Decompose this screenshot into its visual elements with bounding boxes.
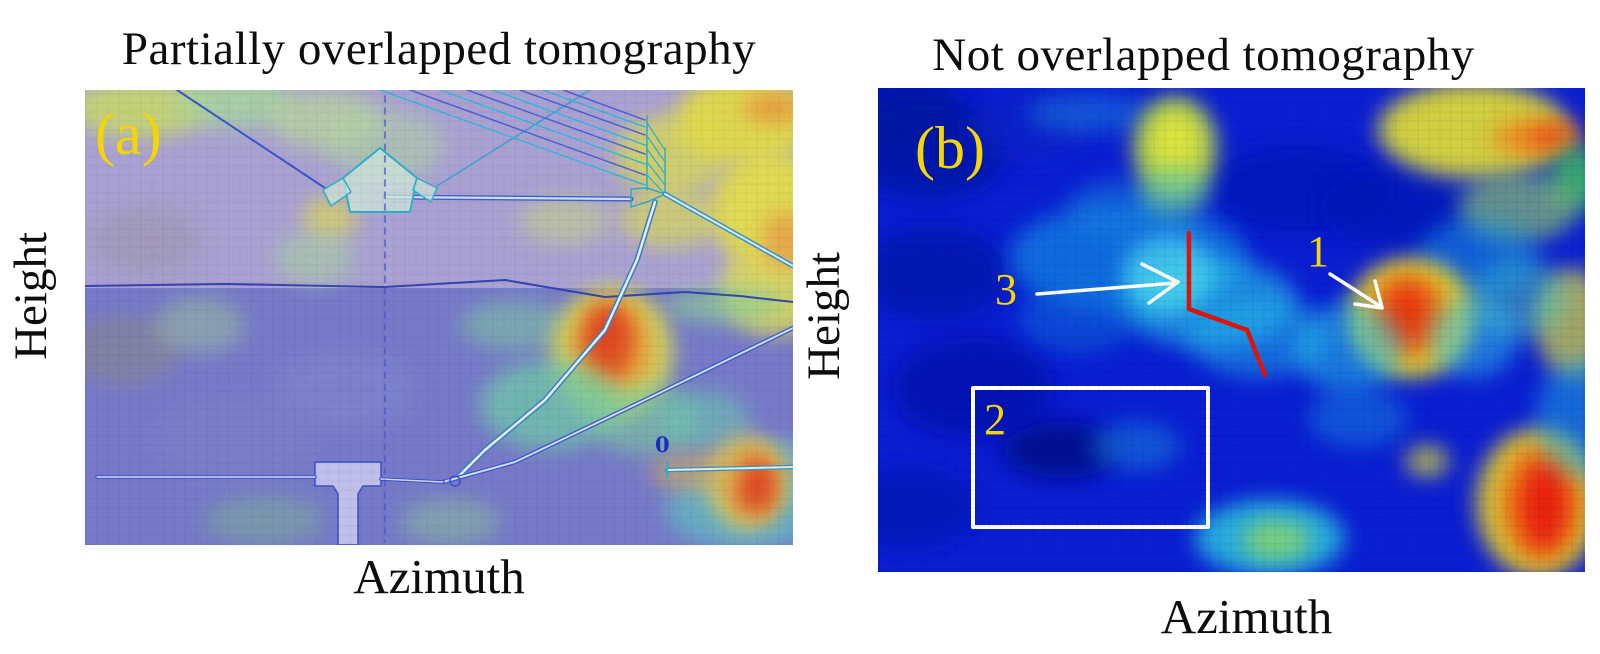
panel-b-marker-1: 1: [1307, 227, 1329, 276]
panel-b-marker-2: 2: [984, 395, 1006, 444]
panel-a-tag: (a): [95, 101, 162, 167]
panel-b-y-axis-label: Height: [798, 252, 850, 380]
panel-b-heatmap: [878, 88, 1585, 572]
panel-a-x-axis-label: Azimuth: [353, 549, 525, 604]
panel-b-title: Not overlapped tomography: [932, 29, 1475, 81]
panel-b-x-axis-label: Azimuth: [1160, 589, 1333, 644]
panel-a-heatmap: 0: [85, 90, 793, 545]
panel-a-y-axis-label: Height: [5, 232, 57, 360]
svg-text:0: 0: [655, 432, 670, 457]
panel-b-tag: (b): [915, 115, 985, 181]
panel-a-title: Partially overlapped tomography: [121, 23, 757, 75]
panel-b-marker-3: 3: [995, 265, 1017, 314]
